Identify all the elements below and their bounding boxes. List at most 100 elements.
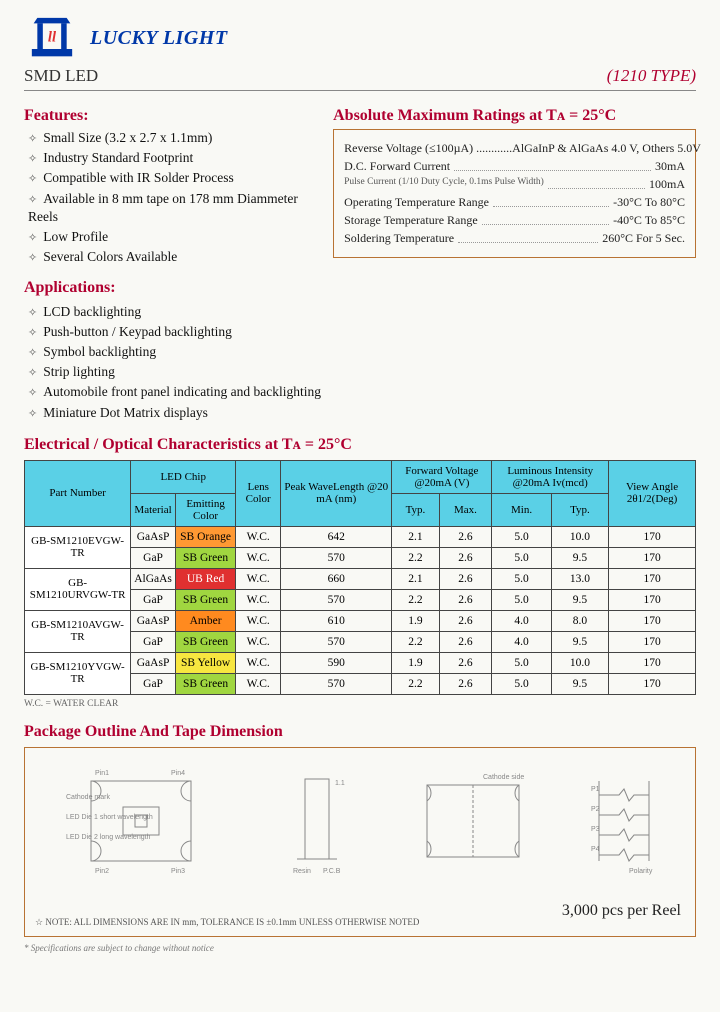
title-right: (1210 TYPE) xyxy=(607,66,696,86)
cell-lum-min: 5.0 xyxy=(492,526,551,547)
cell-material: AlGaAs xyxy=(131,568,176,589)
electrical-table: Part Number LED Chip Lens Color Peak Wav… xyxy=(24,460,696,695)
list-item: Automobile front panel indicating and ba… xyxy=(28,383,696,401)
cell-peak: 570 xyxy=(281,547,392,568)
list-item: Symbol backlighting xyxy=(28,343,696,361)
th-vf: Forward Voltage @20mA (V) xyxy=(392,460,492,493)
svg-text:Cathode side: Cathode side xyxy=(483,774,524,781)
package-qty: 3,000 pcs per Reel xyxy=(562,902,681,920)
cell-lum-typ: 9.5 xyxy=(551,547,608,568)
list-item: Available in 8 mm tape on 178 mm Diammet… xyxy=(28,190,317,226)
cell-vf-typ: 2.2 xyxy=(392,673,439,694)
cell-material: GaP xyxy=(131,547,176,568)
list-item: Compatible with IR Solder Process xyxy=(28,169,317,187)
svg-text:P1: P1 xyxy=(591,786,600,793)
cell-lum-typ: 8.0 xyxy=(551,610,608,631)
table-row: GB-SM1210AVGW-TRGaAsPAmberW.C.6101.92.64… xyxy=(25,610,696,631)
cell-lum-min: 5.0 xyxy=(492,547,551,568)
ratings-box: Reverse Voltage (≤100µA) ............AlG… xyxy=(333,129,696,258)
cell-vf-max: 2.6 xyxy=(439,631,492,652)
th-lum: Luminous Intensity @20mA Iv(mcd) xyxy=(492,460,609,493)
th-led-chip: LED Chip xyxy=(131,460,236,493)
svg-text:Pin4: Pin4 xyxy=(171,770,185,777)
applications-list: LCD backlighting Push-button / Keypad ba… xyxy=(24,303,696,422)
package-heading: Package Outline And Tape Dimension xyxy=(24,723,696,741)
cell-emit-color: SB Green xyxy=(175,673,235,694)
table-row: GB-SM1210EVGW-TRGaAsPSB OrangeW.C.6422.1… xyxy=(25,526,696,547)
logo-icon: ll xyxy=(24,16,80,60)
cell-peak: 570 xyxy=(281,589,392,610)
cell-lum-typ: 9.5 xyxy=(551,673,608,694)
th-max: Max. xyxy=(439,493,492,526)
svg-text:P.C.B: P.C.B xyxy=(323,868,341,875)
cell-emit-color: SB Yellow xyxy=(175,652,235,673)
cell-vf-typ: 2.1 xyxy=(392,526,439,547)
cell-vf-typ: 1.9 xyxy=(392,652,439,673)
rating-label: Storage Temperature Range xyxy=(344,213,478,228)
cell-part-number: GB-SM1210YVGW-TR xyxy=(25,652,131,694)
cell-vf-max: 2.6 xyxy=(439,610,492,631)
svg-text:Pin2: Pin2 xyxy=(95,868,109,875)
svg-text:Pin1: Pin1 xyxy=(95,770,109,777)
cell-lum-typ: 10.0 xyxy=(551,526,608,547)
th-lens: Lens Color xyxy=(236,460,281,526)
table-row: GB-SM1210URVGW-TRAlGaAsUB RedW.C.6602.12… xyxy=(25,568,696,589)
cell-lum-min: 4.0 xyxy=(492,631,551,652)
rating-label: Reverse Voltage (≤100µA) ............ xyxy=(344,141,512,156)
cell-peak: 610 xyxy=(281,610,392,631)
th-peak: Peak WaveLength @20 mA (nm) xyxy=(281,460,392,526)
rating-value: -30°C To 80°C xyxy=(613,195,685,210)
list-item: Small Size (3.2 x 2.7 x 1.1mm) xyxy=(28,129,317,147)
cell-lens: W.C. xyxy=(236,610,281,631)
cell-peak: 570 xyxy=(281,631,392,652)
svg-text:1.1: 1.1 xyxy=(335,780,345,787)
rating-value: AlGaInP & AlGaAs 4.0 V, Others 5.0V xyxy=(512,141,701,156)
cell-lum-min: 4.0 xyxy=(492,610,551,631)
svg-text:LED Die 1 short wavelength: LED Die 1 short wavelength xyxy=(66,814,153,821)
package-drawing: Cathode mark LED Die 1 short wavelength … xyxy=(33,756,687,886)
cell-view: 170 xyxy=(609,610,696,631)
cell-part-number: GB-SM1210EVGW-TR xyxy=(25,526,131,568)
cell-lum-min: 5.0 xyxy=(492,673,551,694)
cell-view: 170 xyxy=(609,652,696,673)
cell-emit-color: SB Green xyxy=(175,589,235,610)
cell-part-number: GB-SM1210URVGW-TR xyxy=(25,568,131,610)
svg-text:Cathode mark: Cathode mark xyxy=(66,794,110,801)
cell-material: GaP xyxy=(131,589,176,610)
cell-vf-typ: 1.9 xyxy=(392,610,439,631)
th-view: View Angle 2θ1/2(Deg) xyxy=(609,460,696,526)
cell-lens: W.C. xyxy=(236,631,281,652)
features-list: Small Size (3.2 x 2.7 x 1.1mm) Industry … xyxy=(24,129,317,267)
list-item: LCD backlighting xyxy=(28,303,696,321)
svg-text:Resin: Resin xyxy=(293,868,311,875)
rating-value: -40°C To 85°C xyxy=(613,213,685,228)
cell-material: GaAsP xyxy=(131,610,176,631)
cell-view: 170 xyxy=(609,673,696,694)
title-left: SMD LED xyxy=(24,66,98,86)
brand-name: LUCKY LIGHT xyxy=(90,27,228,50)
cell-vf-typ: 2.2 xyxy=(392,631,439,652)
header: ll LUCKY LIGHT xyxy=(24,16,696,60)
package-outline-box: Cathode mark LED Die 1 short wavelength … xyxy=(24,747,696,937)
features-heading: Features: xyxy=(24,107,317,125)
list-item: Push-button / Keypad backlighting xyxy=(28,323,696,341)
cell-vf-max: 2.6 xyxy=(439,589,492,610)
cell-view: 170 xyxy=(609,547,696,568)
cell-vf-max: 2.6 xyxy=(439,568,492,589)
svg-text:P2: P2 xyxy=(591,806,600,813)
rating-label: Soldering Temperature xyxy=(344,231,454,246)
cell-material: GaP xyxy=(131,631,176,652)
th-part-number: Part Number xyxy=(25,460,131,526)
th-typ2: Typ. xyxy=(551,493,608,526)
th-material: Material xyxy=(131,493,176,526)
rating-label: Operating Temperature Range xyxy=(344,195,489,210)
cell-vf-max: 2.6 xyxy=(439,547,492,568)
electrical-heading: Electrical / Optical Characteristics at … xyxy=(24,436,696,454)
rating-label: Pulse Current (1/10 Duty Cycle, 0.1ms Pu… xyxy=(344,177,544,192)
cell-part-number: GB-SM1210AVGW-TR xyxy=(25,610,131,652)
cell-material: GaAsP xyxy=(131,526,176,547)
cell-lum-min: 5.0 xyxy=(492,568,551,589)
th-min: Min. xyxy=(492,493,551,526)
cell-view: 170 xyxy=(609,568,696,589)
cell-vf-max: 2.6 xyxy=(439,526,492,547)
